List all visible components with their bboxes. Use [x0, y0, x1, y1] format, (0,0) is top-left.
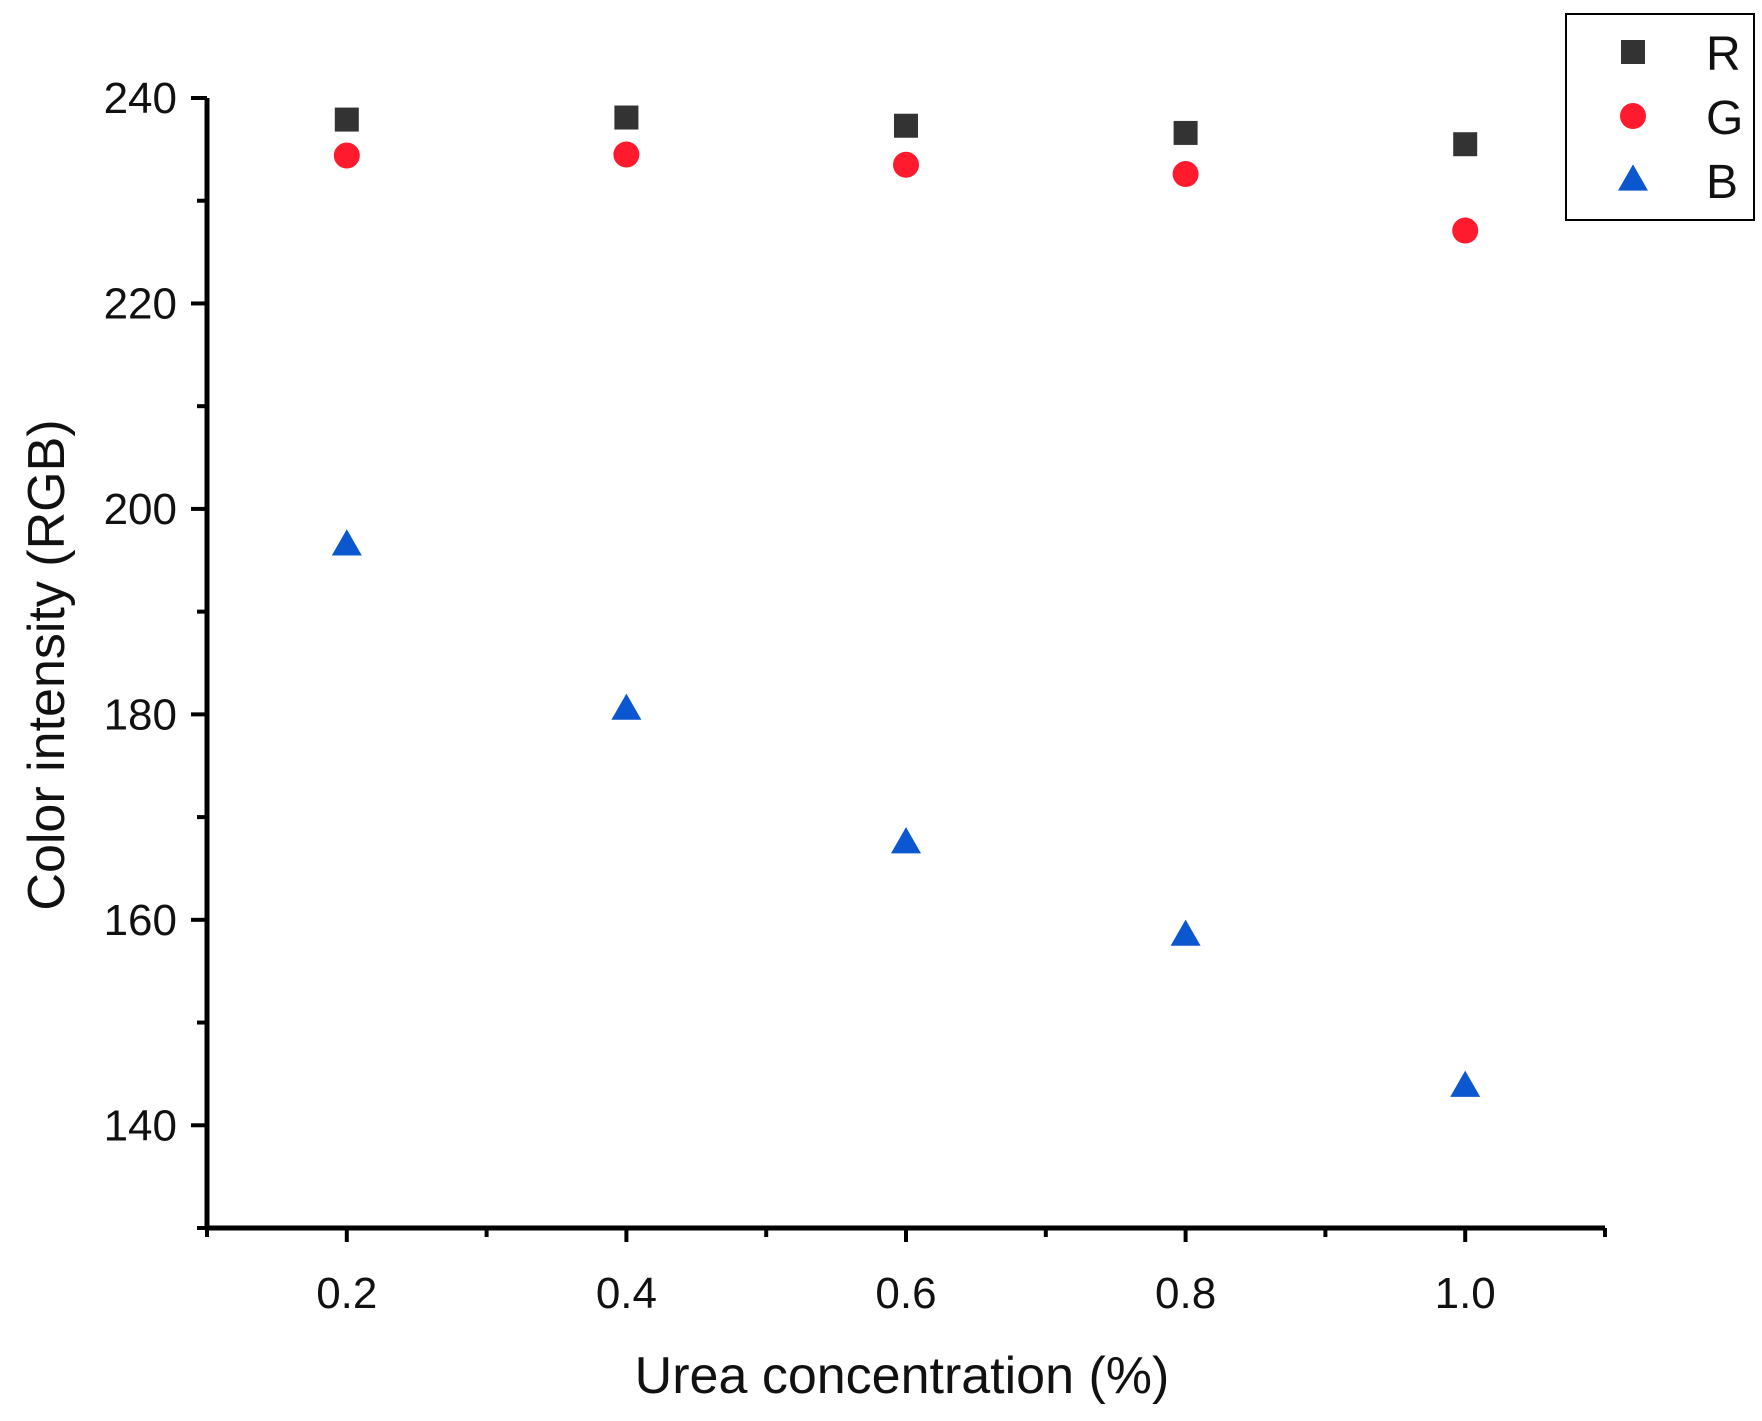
y-tick-label: 240: [104, 74, 177, 123]
x-tick-label: 0.8: [1155, 1269, 1216, 1318]
point-g: [1172, 161, 1199, 188]
point-r: [1453, 132, 1478, 157]
x-axis-label: Urea concentration (%): [635, 1347, 1170, 1405]
x-tick-label: 0.6: [875, 1269, 936, 1318]
point-g: [1452, 217, 1479, 244]
point-r: [894, 113, 918, 138]
y-tick-label: 180: [104, 690, 177, 739]
point-r: [1173, 120, 1198, 145]
y-tick-label: 160: [104, 896, 177, 945]
data-points: [331, 105, 1481, 1097]
point-b: [331, 529, 362, 556]
tick-labels: 0.2 0.4 0.6 0.8 1.0 140 160 180 200 220 240: [104, 74, 1496, 1318]
axes: [191, 96, 1607, 1242]
legend-marker-b: [1618, 164, 1648, 191]
y-tick-label: 220: [104, 279, 177, 328]
point-g: [893, 151, 919, 178]
x-tick-label: 0.2: [316, 1269, 377, 1318]
legend-label-b: B: [1706, 156, 1738, 209]
legend: RGB: [1565, 13, 1755, 221]
legend-label-r: R: [1706, 28, 1741, 81]
point-g: [333, 142, 360, 169]
point-b: [891, 827, 921, 854]
legend-label-g: G: [1706, 92, 1743, 145]
point-b: [1450, 1070, 1481, 1097]
x-tick-label: 1.0: [1435, 1269, 1496, 1318]
y-tick-label: 140: [104, 1101, 177, 1150]
point-b: [1170, 919, 1201, 946]
point-g: [613, 141, 640, 168]
legend-marker-g: [1620, 103, 1646, 129]
point-r: [614, 105, 639, 130]
point-b: [611, 693, 642, 720]
x-tick-label: 0.4: [596, 1269, 657, 1318]
y-axis-label: Color intensity (RGB): [18, 419, 76, 910]
legend-marker-r: [1621, 40, 1645, 64]
y-tick-label: 200: [104, 485, 177, 534]
legend-box: [1565, 13, 1755, 221]
point-r: [334, 107, 359, 132]
